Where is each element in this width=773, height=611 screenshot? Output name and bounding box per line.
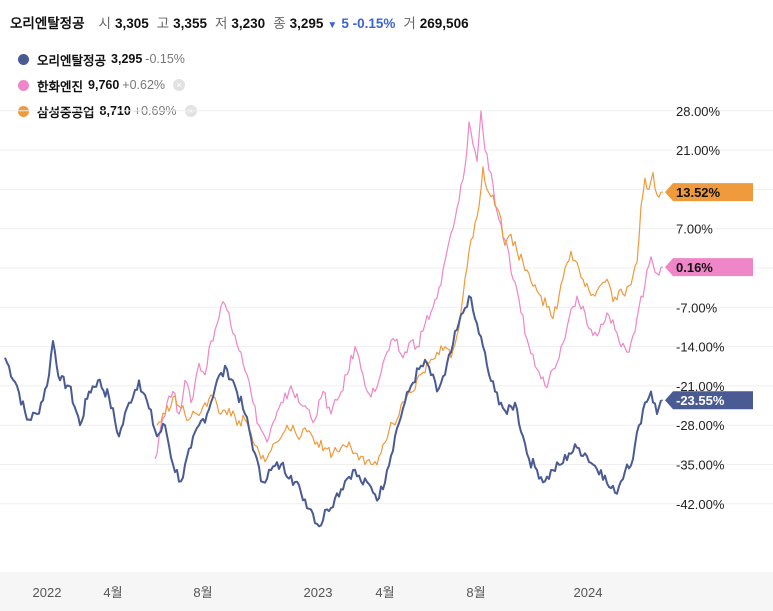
last-value-label: -23.55% — [676, 393, 725, 408]
legend-change: -0.15% — [145, 52, 185, 66]
legend-name: 삼성중공업 — [37, 105, 95, 120]
last-value-tag — [665, 183, 753, 202]
legend-value: 9,760 — [88, 78, 120, 92]
y-tick-label: -42.00% — [676, 497, 725, 512]
open-value: 3,305 — [114, 16, 149, 31]
x-tick-label: 4월 — [375, 585, 394, 600]
x-axis-band — [0, 572, 773, 611]
legend-name: 오리엔탈정공 — [37, 53, 107, 68]
x-tick-label: 8월 — [193, 585, 212, 600]
y-tick-label: -7.00% — [676, 300, 718, 315]
low-label: 저 — [214, 16, 228, 31]
y-tick-label: -35.00% — [676, 458, 725, 473]
series-line-1 — [154, 110, 662, 460]
last-value-label: 13.52% — [676, 185, 721, 200]
y-tick-label: 7.00% — [676, 222, 713, 237]
legend-change: +0.62% — [122, 78, 166, 92]
legend-name: 한화엔진 — [37, 79, 84, 94]
series-line-0 — [4, 295, 662, 528]
open-label: 시 — [98, 16, 111, 31]
close-value: 3,295 — [289, 16, 324, 31]
legend-value: 3,295 — [111, 52, 143, 66]
stock-name: 오리엔탈정공 — [10, 16, 85, 31]
series-dot-icon — [18, 79, 29, 91]
y-tick-label: -14.00% — [676, 340, 725, 355]
volume-label: 거 — [403, 16, 416, 31]
high-label: 고 — [156, 16, 170, 31]
x-tick-label: 2022 — [33, 585, 62, 600]
last-value-tag — [665, 391, 753, 410]
down-arrow-icon: ▼ — [327, 20, 338, 31]
close-label: 종 — [273, 16, 286, 31]
price-header: 오리엔탈정공 시 3,305 고 3,355 저 3,230 종 3,295 ▼… — [10, 12, 469, 32]
series-dot-icon — [18, 53, 29, 65]
x-tick-label: 2023 — [304, 585, 333, 600]
volume-value: 269,506 — [419, 16, 469, 31]
legend-item-hanwhaengine[interactable]: 한화엔진 9,760 +0.62% × — [18, 72, 197, 98]
change-value: 5 -0.15% — [341, 16, 396, 31]
x-tick-label: 4월 — [103, 585, 122, 600]
x-tick-label: 2024 — [574, 585, 603, 600]
last-value-tag — [665, 258, 753, 277]
low-value: 3,230 — [231, 16, 266, 31]
last-value-label: 0.16% — [676, 260, 713, 275]
x-tick-label: 8월 — [466, 585, 485, 600]
chart-legend: 오리엔탈정공 3,295 -0.15% 한화엔진 9,760 +0.62% × … — [18, 46, 197, 124]
remove-series-icon[interactable]: × — [173, 79, 186, 91]
y-tick-label: -21.00% — [676, 379, 725, 394]
y-tick-label: 21.00% — [676, 143, 721, 158]
legend-item-orientalprecision[interactable]: 오리엔탈정공 3,295 -0.15% — [18, 46, 197, 72]
high-value: 3,355 — [173, 16, 207, 31]
y-tick-label: 28.00% — [676, 104, 721, 119]
y-tick-label: -28.00% — [676, 418, 725, 433]
legend-item-samsungheavy[interactable]: 삼성중공업 8,710 +0.69% × — [18, 98, 197, 124]
